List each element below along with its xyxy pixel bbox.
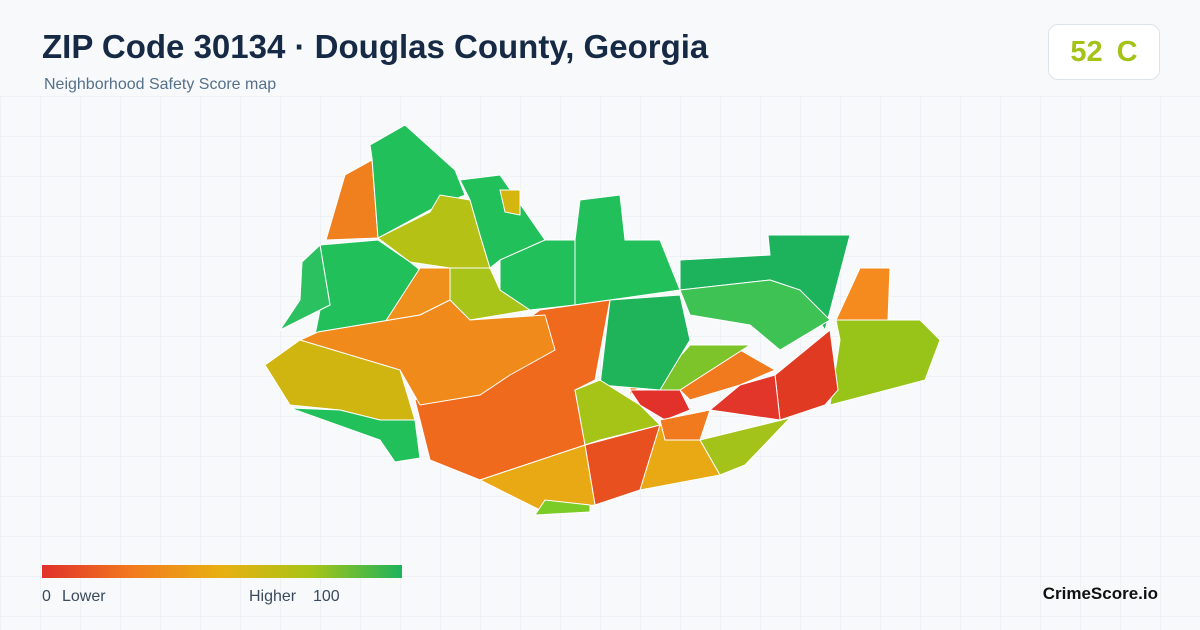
legend-min-label: Lower [62, 588, 106, 605]
subtitle: Neighborhood Safety Score map [44, 76, 277, 93]
legend-max-label: Higher [249, 588, 297, 605]
score-badge: 52 C [1048, 24, 1160, 80]
brand: CrimeScore.io [1042, 584, 1158, 603]
neighborhoods [264, 124, 941, 516]
legend-gradient [42, 565, 402, 578]
legend-min: 0 [42, 588, 51, 605]
legend-max: 100 [313, 588, 340, 605]
grid [0, 96, 1200, 630]
grade: C [1116, 35, 1138, 68]
score: 52 [1070, 35, 1103, 68]
title: ZIP Code 30134 · Douglas County, Georgia [42, 28, 709, 65]
